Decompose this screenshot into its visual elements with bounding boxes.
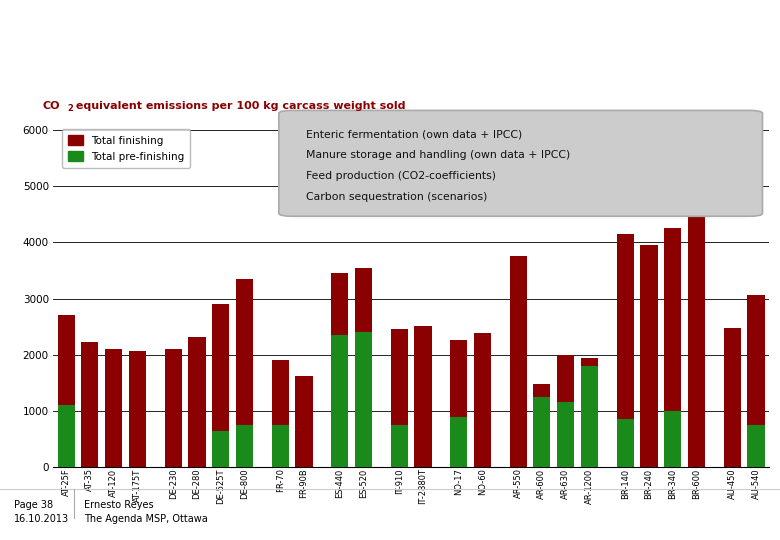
Bar bbox=[534, 384, 551, 467]
Bar bbox=[557, 402, 574, 467]
Bar bbox=[581, 366, 598, 467]
Bar bbox=[332, 273, 348, 467]
Bar bbox=[355, 332, 372, 467]
Bar bbox=[271, 360, 289, 467]
Bar bbox=[129, 351, 146, 467]
Bar bbox=[81, 342, 98, 467]
Bar bbox=[414, 326, 431, 467]
Bar bbox=[236, 280, 253, 467]
Bar bbox=[165, 348, 182, 467]
Text: 16.10.2013: 16.10.2013 bbox=[14, 514, 69, 524]
Bar bbox=[747, 295, 764, 467]
Legend: Total finishing, Total pre-finishing: Total finishing, Total pre-finishing bbox=[62, 129, 190, 168]
Text: equivalent emissions per 100 kg carcass weight sold: equivalent emissions per 100 kg carcass … bbox=[72, 100, 406, 111]
Bar bbox=[212, 430, 229, 467]
Bar bbox=[557, 355, 574, 467]
Bar bbox=[747, 425, 764, 467]
Bar bbox=[665, 228, 681, 467]
Bar bbox=[617, 420, 633, 467]
Bar bbox=[450, 340, 467, 467]
Bar bbox=[474, 333, 491, 467]
Bar bbox=[617, 234, 633, 467]
Bar bbox=[212, 304, 229, 467]
Bar bbox=[509, 256, 526, 467]
Bar bbox=[640, 245, 658, 467]
Text: Ernesto Reyes: Ernesto Reyes bbox=[84, 500, 154, 510]
Bar bbox=[236, 425, 253, 467]
Bar bbox=[58, 315, 75, 467]
Text: Page 38: Page 38 bbox=[14, 500, 53, 510]
Text: The Agenda MSP, Ottawa: The Agenda MSP, Ottawa bbox=[84, 514, 208, 524]
Text: Manure storage and handling (own data + IPCC): Manure storage and handling (own data + … bbox=[307, 150, 570, 160]
Text: (finishing + pre-finishing): (finishing + pre-finishing) bbox=[14, 77, 208, 92]
Bar bbox=[105, 349, 122, 467]
Text: Enteric fermentation (own data + IPCC): Enteric fermentation (own data + IPCC) bbox=[307, 130, 523, 139]
Bar bbox=[450, 416, 467, 467]
Text: Analysis of greenhouse gas emissions: Analysis of greenhouse gas emissions bbox=[14, 25, 447, 45]
Bar bbox=[271, 425, 289, 467]
Bar bbox=[189, 338, 205, 467]
Bar bbox=[296, 376, 313, 467]
Bar bbox=[391, 329, 408, 467]
Bar bbox=[581, 358, 598, 467]
Bar bbox=[724, 328, 741, 467]
Bar bbox=[391, 425, 408, 467]
Text: Carbon sequestration (scenarios): Carbon sequestration (scenarios) bbox=[307, 192, 488, 202]
Text: CO: CO bbox=[43, 100, 60, 111]
Text: 2: 2 bbox=[67, 104, 73, 113]
Bar bbox=[534, 397, 551, 467]
Bar bbox=[665, 411, 681, 467]
Bar bbox=[332, 335, 348, 467]
Bar bbox=[688, 147, 705, 467]
Text: Feed production (CO2-coefficients): Feed production (CO2-coefficients) bbox=[307, 171, 496, 181]
Bar bbox=[58, 406, 75, 467]
Bar bbox=[355, 268, 372, 467]
FancyBboxPatch shape bbox=[278, 110, 763, 217]
